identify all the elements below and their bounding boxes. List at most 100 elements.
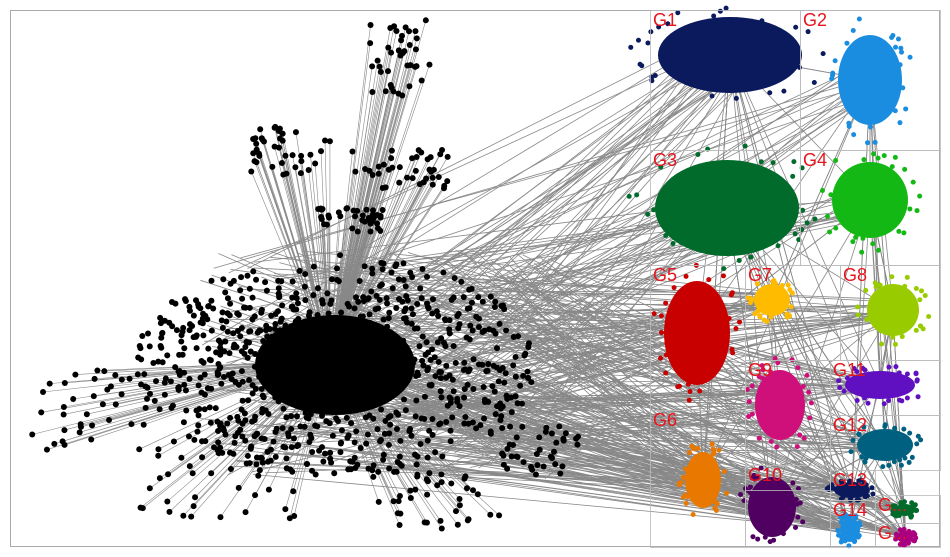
node (128, 421, 135, 428)
node (417, 285, 424, 292)
node (812, 216, 818, 222)
node (290, 306, 297, 313)
node (217, 514, 224, 521)
group-label: G10 (748, 465, 782, 485)
node (208, 470, 215, 477)
node (193, 407, 200, 414)
node (253, 461, 260, 468)
node (271, 124, 278, 131)
node (423, 519, 430, 526)
node (461, 359, 468, 366)
node (670, 241, 676, 247)
node (894, 534, 900, 540)
node (418, 415, 425, 422)
node (357, 445, 364, 452)
node (552, 461, 559, 468)
node (239, 433, 246, 440)
group-label: G2 (803, 10, 827, 30)
node (859, 454, 865, 460)
node (271, 143, 278, 150)
node (314, 285, 321, 292)
node (333, 265, 340, 272)
node (426, 61, 433, 68)
node (369, 265, 376, 272)
node (200, 359, 207, 366)
node (789, 357, 795, 363)
node (289, 278, 296, 285)
edge (247, 38, 702, 269)
node (796, 64, 802, 70)
node (224, 420, 231, 427)
node (178, 454, 185, 461)
node (248, 168, 255, 175)
node (850, 239, 856, 245)
node (428, 382, 435, 389)
node (793, 525, 799, 531)
node (260, 138, 267, 145)
node (310, 263, 317, 270)
node (695, 151, 701, 157)
node (875, 247, 881, 253)
node (444, 153, 451, 160)
node (374, 426, 381, 433)
edge (329, 24, 371, 361)
node (435, 173, 442, 180)
group-cluster (857, 429, 913, 461)
node (749, 383, 755, 389)
node (897, 457, 903, 463)
edge (309, 68, 869, 336)
node (230, 330, 237, 337)
node (896, 228, 902, 234)
node (486, 326, 493, 333)
node (663, 300, 669, 306)
edge (534, 305, 779, 391)
node (208, 277, 215, 284)
node (469, 419, 476, 426)
group-label: G6 (653, 410, 677, 430)
node (830, 485, 836, 491)
node (282, 506, 289, 513)
node (860, 366, 866, 372)
group-cluster (834, 482, 870, 498)
node (805, 29, 811, 35)
node (155, 446, 162, 453)
node (481, 399, 488, 406)
node (744, 386, 750, 392)
node (195, 382, 202, 389)
node (186, 375, 193, 382)
node (242, 343, 249, 350)
node (886, 364, 892, 370)
node (487, 430, 494, 437)
node (305, 166, 312, 173)
node (419, 357, 426, 364)
group-label: G11 (833, 360, 866, 380)
node (385, 315, 392, 322)
node (158, 334, 165, 341)
node (437, 517, 444, 524)
node (212, 405, 219, 412)
node (266, 326, 273, 333)
node (720, 273, 726, 279)
node (235, 484, 242, 491)
node (659, 330, 665, 336)
node (239, 295, 246, 302)
node (733, 95, 739, 101)
node (402, 315, 409, 322)
node (438, 471, 445, 478)
node (182, 298, 189, 305)
node (257, 126, 264, 133)
node (356, 278, 363, 285)
node (474, 491, 481, 498)
node (645, 40, 651, 46)
node (249, 418, 256, 425)
node (172, 364, 179, 371)
node (904, 371, 910, 377)
node (446, 326, 453, 333)
node (259, 459, 266, 466)
node (155, 452, 162, 459)
node (424, 156, 431, 163)
node (285, 433, 292, 440)
node (420, 179, 427, 186)
node (416, 343, 423, 350)
node (215, 439, 222, 446)
